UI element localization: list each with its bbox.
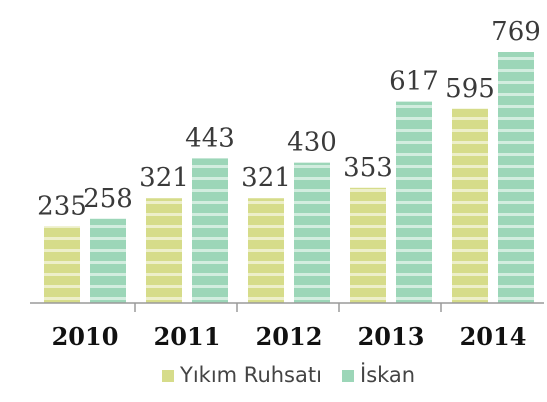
x-axis-ticks-group bbox=[134, 303, 442, 312]
value-label-yikim-2014: 595 bbox=[445, 74, 495, 104]
value-label-yikim-2013: 353 bbox=[343, 153, 393, 183]
bar-stripes-iskan-2010 bbox=[90, 218, 126, 303]
bar-stripes-yikim-2010 bbox=[44, 226, 80, 303]
legend-swatch-yikim bbox=[162, 370, 174, 382]
legend: Yıkım Ruhsatı İskan bbox=[162, 362, 415, 387]
category-label-2010: 2010 bbox=[52, 322, 119, 351]
legend-swatch-iskan bbox=[342, 370, 354, 382]
category-label-2014: 2014 bbox=[460, 322, 527, 351]
category-label-2013: 2013 bbox=[358, 322, 425, 351]
value-label-yikim-2010: 235 bbox=[37, 191, 87, 221]
bar-stripes-iskan-2011 bbox=[192, 158, 228, 303]
bar-stripes-iskan-2014 bbox=[498, 52, 534, 303]
value-label-iskan-2014: 769 bbox=[491, 17, 541, 47]
value-label-iskan-2013: 617 bbox=[389, 67, 439, 97]
bar-stripes-yikim-2012 bbox=[248, 198, 284, 303]
value-label-iskan-2010: 258 bbox=[83, 184, 133, 214]
category-label-2011: 2011 bbox=[154, 322, 221, 351]
legend-label-iskan: İskan bbox=[360, 362, 415, 387]
value-label-iskan-2011: 443 bbox=[185, 123, 235, 153]
value-label-iskan-2012: 430 bbox=[287, 128, 337, 158]
category-labels-group: 2010 2011 2012 2013 2014 bbox=[52, 322, 527, 351]
bar-stripes-iskan-2013 bbox=[396, 101, 432, 303]
bar-stripes-yikim-2014 bbox=[452, 108, 488, 303]
category-label-2012: 2012 bbox=[256, 322, 323, 351]
bar-stripes-yikim-2013 bbox=[350, 187, 386, 303]
legend-label-yikim: Yıkım Ruhsatı bbox=[179, 363, 322, 387]
value-label-yikim-2012: 321 bbox=[241, 163, 291, 193]
bars-group bbox=[44, 52, 534, 303]
bar-stripes-iskan-2012 bbox=[294, 162, 330, 303]
value-label-yikim-2011: 321 bbox=[139, 163, 189, 193]
bar-stripes-yikim-2011 bbox=[146, 198, 182, 303]
